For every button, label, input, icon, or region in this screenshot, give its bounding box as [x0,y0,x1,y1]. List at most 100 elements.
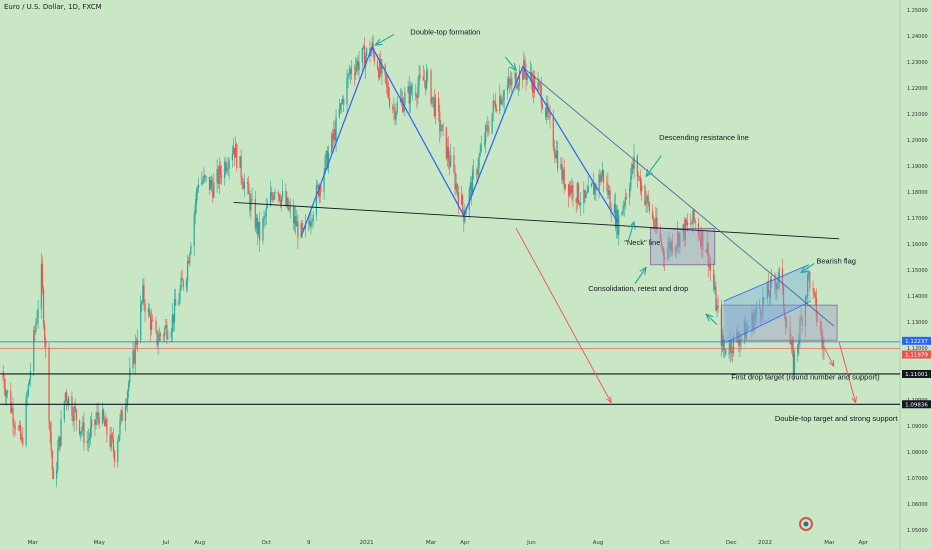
candle [408,75,410,114]
candle [416,93,418,109]
price-badge [902,336,931,345]
candle [644,183,646,206]
double-top-pattern-lines[interactable] [300,45,619,237]
consolidation-box[interactable] [650,228,716,266]
candle [692,209,694,234]
candle [782,284,785,314]
candle [89,416,92,445]
candle [111,432,113,443]
candle [278,193,280,203]
candle [400,88,403,107]
annotation-pointer-arrow[interactable] [801,263,815,273]
candle [90,412,93,437]
candle [272,191,274,203]
candle [407,81,409,94]
candle [347,72,349,89]
candle [257,221,260,239]
candle [645,190,647,213]
candle [280,195,283,212]
candle [515,71,517,91]
candle [259,212,261,253]
candle [144,298,146,322]
projection-arrow[interactable] [838,342,855,403]
candle [554,150,557,159]
annotation-pointer-arrow[interactable] [634,267,646,284]
bearish-flag-channel[interactable] [723,264,811,343]
candle [120,409,122,425]
candle [188,256,190,265]
candle [653,215,655,230]
time-tick-label: Oct [660,540,670,546]
candle [664,250,666,271]
time-tick-label: Apr [859,540,869,546]
candle [621,210,623,217]
candle [700,229,702,250]
time-tick-label: Mar [426,540,437,546]
candle [567,183,570,208]
candle [623,201,625,217]
flag-lower-line[interactable] [725,300,812,344]
candle [20,421,22,442]
flag-box[interactable] [721,304,838,341]
candle [440,119,442,138]
candle [288,200,290,213]
annotation-pointer-arrow[interactable] [504,56,516,71]
annotation-pointer-arrow[interactable] [628,222,634,241]
descending-resistance-line[interactable] [522,66,835,327]
candle [340,99,343,114]
candle [553,139,555,164]
candle [36,310,38,325]
candle [195,187,197,214]
projection-arrow[interactable] [821,342,834,366]
neckline[interactable] [233,201,840,240]
annotation-pointer-arrow[interactable] [646,155,662,177]
flag-upper-line[interactable] [723,264,809,302]
candle [754,308,756,327]
annotation-pointer-arrow[interactable] [375,33,395,45]
projection-arrow[interactable] [515,228,611,402]
candle [96,403,98,426]
candle [702,230,704,259]
candle [37,299,39,329]
candle [159,331,161,342]
candle [434,93,437,125]
candle [648,201,650,215]
candle [455,173,457,195]
candle [166,319,168,345]
candle [646,193,648,213]
candle [737,323,739,344]
candle [594,182,596,201]
candle [13,418,15,438]
candle [526,73,528,86]
candle [287,196,289,212]
candle [212,176,214,203]
candle [189,251,191,267]
candle [320,183,322,203]
candle [185,277,188,293]
candle [25,392,27,448]
candle [59,436,61,452]
candle [381,58,383,85]
price-axis-panel[interactable] [900,0,932,550]
candle [453,146,455,174]
candle [81,426,83,438]
candle [110,427,112,452]
candle [423,69,426,89]
candle [488,120,490,136]
candle [262,216,264,245]
candle [65,389,68,411]
candle [586,184,588,195]
candle [732,334,734,357]
candle [534,70,536,98]
candle [109,426,111,451]
candle [669,237,671,257]
candle [637,171,640,181]
candle [332,128,334,150]
candle [517,82,519,97]
candle [296,209,298,227]
annotation-pointer-arrow[interactable] [706,314,718,325]
candle [509,76,511,94]
candle [523,51,525,80]
candle [801,314,803,335]
